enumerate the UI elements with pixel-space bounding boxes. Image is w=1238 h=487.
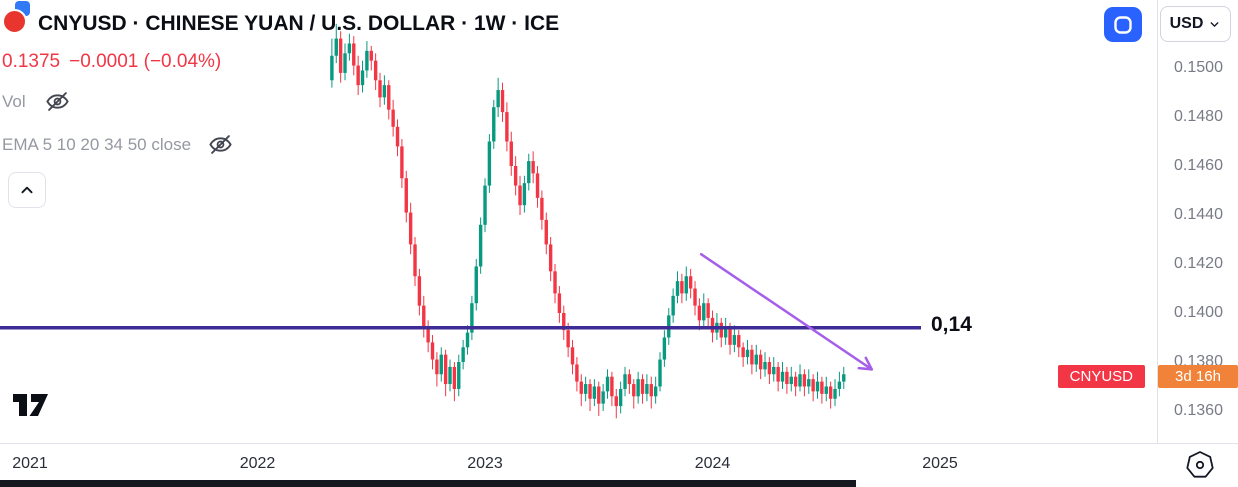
symbol-title[interactable]: CNYUSD · CHINESE YUAN / U.S. DOLLAR · 1W… (38, 12, 560, 35)
ema-indicator-row: EMA 5 10 20 34 50 close (2, 131, 234, 158)
last-price: 0.1375 (2, 51, 61, 72)
ema-label: EMA 5 10 20 34 50 close (2, 134, 192, 154)
eye-off-icon[interactable] (44, 88, 71, 115)
chevron-down-icon (1210, 21, 1219, 27)
time-axis[interactable]: 2021 2022 2023 2024 2025 (0, 443, 1238, 481)
year-tick-label: 2023 (467, 455, 503, 472)
bar-countdown-badge: 3d 16h (1158, 365, 1238, 388)
gear-icon (1186, 451, 1214, 478)
rounded-square-icon (1114, 15, 1132, 34)
price-tick-label: 0.1460 (1174, 157, 1223, 174)
price-tick-label: 0.1360 (1174, 402, 1223, 419)
price-tick-label: 0.1440 (1174, 206, 1223, 223)
currency-dropdown[interactable]: USD (1160, 6, 1231, 42)
volume-label: Vol (2, 91, 26, 111)
chart-settings-button[interactable] (1182, 447, 1218, 483)
tradingview-logo[interactable] (12, 392, 52, 420)
volume-indicator-row: Vol (2, 88, 71, 115)
horizontal-line-label[interactable]: 0,14 (931, 313, 972, 336)
snapshot-button[interactable] (1104, 7, 1142, 42)
price-row: 0.1375 −0.0001 (−0.04%) (2, 51, 221, 73)
price-change: −0.0001 (−0.04%) (69, 51, 222, 72)
price-tick-label: 0.1400 (1174, 304, 1223, 321)
cny-logo-icon (2, 9, 27, 34)
candlestick-chart[interactable] (0, 0, 1238, 443)
symbol-price-badge[interactable]: CNYUSD (1057, 365, 1145, 388)
eye-off-icon[interactable] (207, 131, 234, 158)
symbol-logo (2, 0, 38, 42)
year-tick-label: 2021 (12, 455, 48, 472)
chevron-up-icon (21, 186, 33, 194)
year-tick-label: 2022 (239, 455, 276, 472)
price-tick-label: 0.1420 (1174, 255, 1223, 272)
price-tick-label: 0.1480 (1174, 108, 1223, 125)
collapse-legend-button[interactable] (8, 172, 46, 208)
year-tick-label: 2024 (694, 455, 731, 472)
year-tick-label: 2025 (922, 455, 958, 472)
bottom-bar (0, 480, 856, 487)
price-tick-label: 0.1500 (1174, 59, 1223, 76)
currency-label: USD (1169, 15, 1204, 32)
